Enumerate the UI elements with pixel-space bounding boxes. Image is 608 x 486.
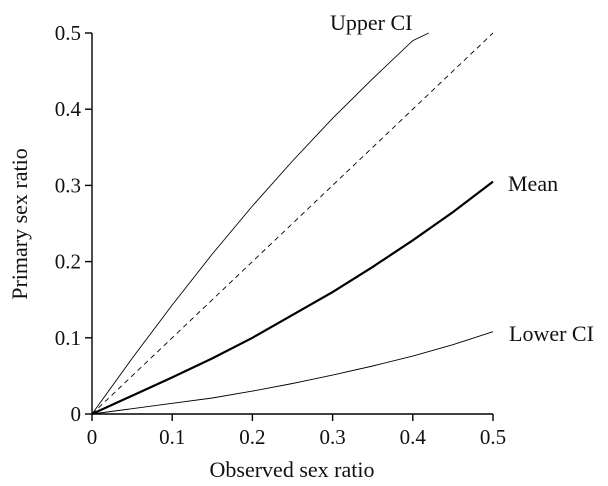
axes [91, 33, 493, 415]
series-lines [91, 32, 494, 416]
upper-ci-line [91, 32, 429, 415]
x-axis-title: Observed sex ratio [210, 457, 375, 482]
y-tick-label: 0 [71, 402, 82, 426]
x-tick-label: 0.3 [319, 425, 345, 449]
mean-line [91, 180, 494, 416]
lower-ci-line [91, 331, 494, 415]
lower-ci-label: Lower CI [509, 321, 594, 346]
upper-ci-label: Upper CI [330, 10, 412, 35]
y-tick-label: 0.1 [55, 326, 81, 350]
x-tick-label: 0 [87, 425, 98, 449]
x-tick-label: 0.1 [159, 425, 185, 449]
x-tick-label: 0.4 [400, 425, 427, 449]
ticks: 0 0.1 0.2 0.3 0.4 0.5 0 0.1 0.2 0.3 0.4 0.5 [55, 21, 506, 449]
x-tick-label: 0.2 [239, 425, 265, 449]
y-tick-label: 0.4 [55, 97, 82, 121]
mean-label: Mean [508, 171, 558, 196]
identity-dashed-line [91, 32, 494, 415]
x-tick-label: 0.5 [480, 425, 506, 449]
y-axis-title: Primary sex ratio [7, 148, 32, 300]
series-labels: Upper CI Mean Lower CI [330, 10, 594, 346]
y-tick-label: 0.5 [55, 21, 81, 45]
y-tick-label: 0.2 [55, 250, 81, 274]
y-tick-label: 0.3 [55, 173, 81, 197]
